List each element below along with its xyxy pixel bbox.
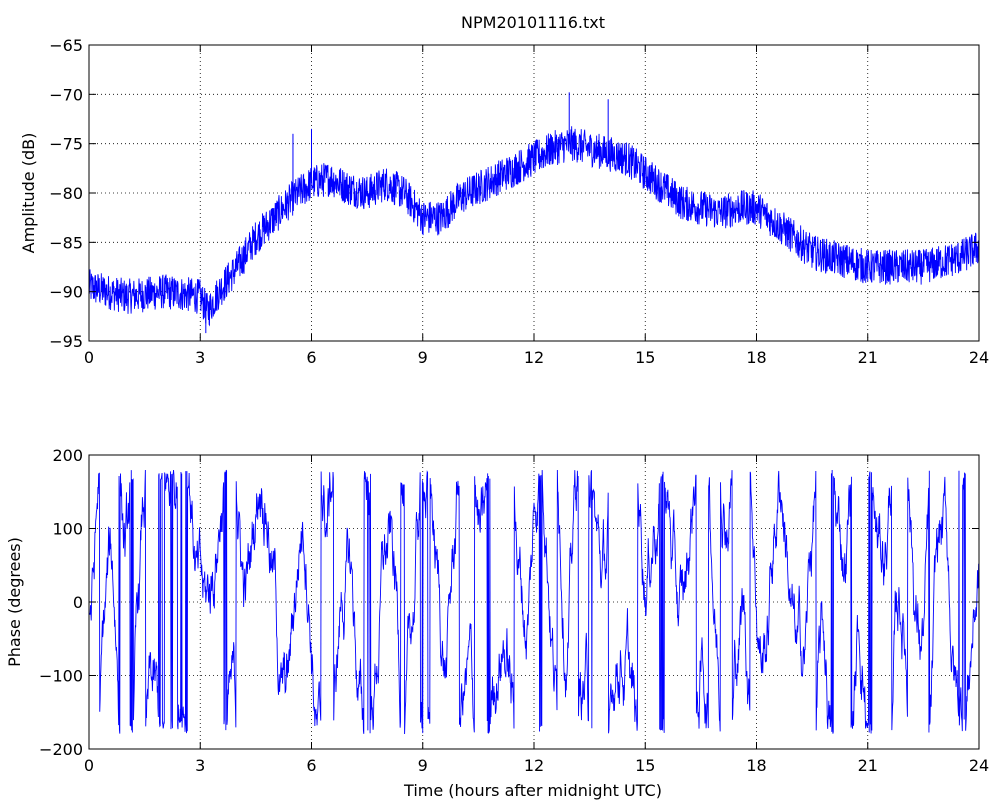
- amplitude-ytick-label: −95: [49, 332, 83, 351]
- amplitude-xtick-label: 12: [524, 348, 544, 367]
- phase-line: [89, 469, 979, 735]
- phase-axes: 0 3 6 9 12 15 18 21 24 −200 −100 0 100 200 Phase (deg…: [5, 446, 989, 800]
- amplitude-ytick-label: −80: [49, 184, 83, 203]
- amplitude-series: [89, 92, 979, 334]
- phase-xtick-label: 0: [84, 756, 94, 775]
- phase-ticks: 0 3 6 9 12 15 18 21 24 −200 −100 0 100 200: [39, 446, 989, 775]
- phase-ytick-label: 0: [73, 593, 83, 612]
- phase-xtick-label: 15: [635, 756, 655, 775]
- amplitude-grid: [89, 45, 979, 341]
- phase-xlabel: Time (hours after midnight UTC): [403, 781, 662, 800]
- amplitude-xtick-label: 18: [746, 348, 766, 367]
- phase-xtick-label: 21: [858, 756, 878, 775]
- amplitude-xtick-label: 6: [306, 348, 316, 367]
- phase-xtick-label: 9: [418, 756, 428, 775]
- amplitude-xtick-label: 21: [858, 348, 878, 367]
- amplitude-xtick-label: 3: [195, 348, 205, 367]
- phase-ytick-label: −200: [39, 740, 83, 759]
- amplitude-ytick-label: −65: [49, 36, 83, 55]
- amplitude-xtick-label: 0: [84, 348, 94, 367]
- phase-xtick-label: 18: [746, 756, 766, 775]
- amplitude-xtick-label: 15: [635, 348, 655, 367]
- phase-xtick-label: 12: [524, 756, 544, 775]
- phase-xtick-label: 3: [195, 756, 205, 775]
- amplitude-ytick-label: −75: [49, 135, 83, 154]
- phase-xtick-label: 24: [969, 756, 989, 775]
- phase-grid: [89, 455, 979, 749]
- phase-xtick-label: 6: [306, 756, 316, 775]
- amplitude-axes: 0 3 6 9 12 15 18 21 24 −95 −90 −85 −80 −75 −70 −65 Ampl…: [19, 36, 989, 367]
- amplitude-ytick-label: −70: [49, 85, 83, 104]
- phase-ytick-label: 100: [52, 520, 83, 539]
- phase-series: [89, 469, 979, 735]
- amplitude-ytick-label: −85: [49, 233, 83, 252]
- phase-ylabel: Phase (degrees): [5, 537, 24, 667]
- phase-ytick-label: 200: [52, 446, 83, 465]
- amplitude-line: [89, 126, 979, 327]
- figure-title: NPM20101116.txt: [461, 13, 605, 32]
- amplitude-ylabel: Amplitude (dB): [19, 133, 38, 254]
- amplitude-xtick-label: 24: [969, 348, 989, 367]
- phase-ytick-label: −100: [39, 667, 83, 686]
- amplitude-xtick-label: 9: [418, 348, 428, 367]
- amplitude-ticks: 0 3 6 9 12 15 18 21 24 −95 −90 −85 −80 −75 −70 −65: [49, 36, 989, 367]
- amplitude-ytick-label: −90: [49, 283, 83, 302]
